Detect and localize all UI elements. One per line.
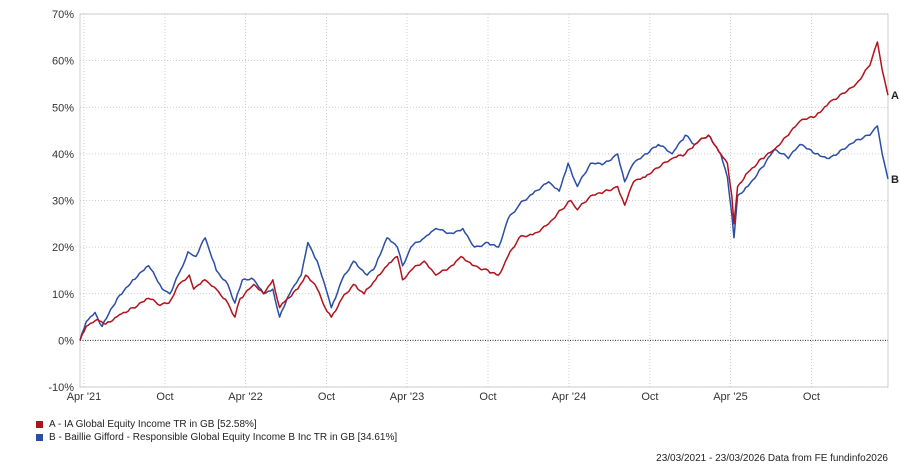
series-line-b — [79, 125, 889, 341]
x-tick-label: Oct — [479, 391, 496, 403]
x-tick-label: Apr '22 — [228, 391, 263, 403]
y-tick-label: 50% — [52, 102, 74, 114]
x-tick-label: Apr '21 — [67, 391, 102, 403]
y-tick-label: -10% — [48, 382, 74, 394]
x-tick-label: Apr '23 — [390, 391, 425, 403]
y-tick-label: 0% — [58, 335, 74, 347]
x-tick-label: Oct — [318, 391, 335, 403]
y-tick-label: 20% — [52, 242, 74, 254]
legend-label-a: A - IA Global Equity Income TR in GB [52… — [49, 419, 257, 430]
legend-item-a: A - IA Global Equity Income TR in GB [52… — [36, 418, 397, 431]
legend-swatch-b — [36, 434, 43, 441]
y-tick-label: 60% — [52, 56, 74, 68]
y-tick-label: 70% — [52, 9, 74, 21]
x-tick-label: Apr '24 — [552, 391, 587, 403]
legend-label-b: B - Baillie Gifford - Responsible Global… — [49, 432, 398, 443]
end-label-a: A — [891, 90, 899, 102]
x-tick-label: Oct — [156, 391, 173, 403]
legend: A - IA Global Equity Income TR in GB [52… — [36, 418, 397, 444]
y-tick-label: 10% — [52, 289, 74, 301]
y-tick-label: 30% — [52, 196, 74, 208]
legend-swatch-a — [36, 421, 43, 428]
series-line-a — [79, 41, 889, 341]
x-tick-label: Oct — [803, 391, 820, 403]
x-tick-label: Apr '25 — [713, 391, 748, 403]
plot-frame — [79, 13, 889, 388]
y-tick-label: 40% — [52, 149, 74, 161]
x-tick-label: Oct — [641, 391, 658, 403]
legend-item-b: B - Baillie Gifford - Responsible Global… — [36, 431, 397, 444]
end-label-b: B — [891, 174, 899, 186]
date-range-footer: 23/03/2021 - 23/03/2026 Data from FE fun… — [656, 453, 888, 464]
